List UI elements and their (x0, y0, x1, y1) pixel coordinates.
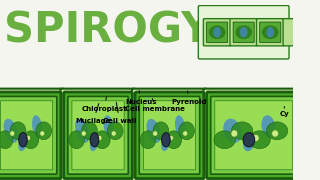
Ellipse shape (4, 119, 18, 143)
FancyBboxPatch shape (135, 92, 204, 179)
Ellipse shape (10, 122, 26, 140)
Ellipse shape (97, 135, 102, 141)
Ellipse shape (235, 25, 252, 39)
Ellipse shape (162, 133, 170, 147)
FancyBboxPatch shape (0, 101, 53, 170)
Text: Chloroplast: Chloroplast (81, 97, 127, 112)
Text: Nucleus: Nucleus (125, 91, 156, 105)
FancyBboxPatch shape (143, 101, 196, 170)
Ellipse shape (231, 122, 253, 140)
Ellipse shape (179, 122, 195, 140)
Ellipse shape (147, 119, 161, 143)
FancyBboxPatch shape (64, 92, 132, 179)
Ellipse shape (94, 131, 110, 149)
Ellipse shape (26, 135, 30, 141)
Ellipse shape (213, 27, 221, 38)
Text: Cell membrane: Cell membrane (125, 99, 185, 112)
Text: SPIROGYRA: SPIROGYRA (4, 10, 276, 52)
Ellipse shape (81, 131, 86, 136)
Ellipse shape (36, 122, 52, 140)
Ellipse shape (140, 131, 156, 149)
Ellipse shape (243, 133, 255, 147)
FancyBboxPatch shape (198, 6, 289, 59)
Ellipse shape (209, 25, 226, 39)
Ellipse shape (18, 134, 28, 151)
Ellipse shape (23, 131, 39, 149)
FancyBboxPatch shape (0, 96, 57, 174)
Ellipse shape (19, 133, 27, 147)
Ellipse shape (82, 122, 97, 140)
Ellipse shape (90, 133, 99, 147)
Ellipse shape (103, 115, 114, 137)
Ellipse shape (0, 131, 13, 149)
Ellipse shape (166, 131, 182, 149)
FancyBboxPatch shape (230, 19, 257, 46)
Ellipse shape (10, 131, 15, 136)
Ellipse shape (168, 135, 173, 141)
FancyBboxPatch shape (204, 89, 304, 180)
Ellipse shape (75, 119, 90, 143)
Ellipse shape (161, 134, 171, 151)
Ellipse shape (175, 115, 186, 137)
FancyBboxPatch shape (283, 19, 300, 46)
Text: Cy: Cy (279, 107, 289, 117)
FancyBboxPatch shape (72, 101, 124, 170)
Ellipse shape (267, 27, 274, 38)
Ellipse shape (261, 115, 275, 137)
Ellipse shape (90, 134, 99, 151)
Ellipse shape (40, 131, 45, 136)
Text: Pyrenoid: Pyrenoid (171, 91, 207, 105)
FancyBboxPatch shape (260, 22, 281, 42)
Ellipse shape (32, 115, 43, 137)
FancyBboxPatch shape (0, 92, 61, 179)
Ellipse shape (240, 27, 248, 38)
Ellipse shape (252, 134, 259, 142)
Text: Cell wall: Cell wall (103, 102, 136, 124)
Ellipse shape (266, 122, 288, 140)
FancyBboxPatch shape (0, 89, 64, 180)
FancyBboxPatch shape (132, 89, 207, 180)
FancyBboxPatch shape (204, 19, 231, 46)
FancyBboxPatch shape (60, 89, 136, 180)
Text: Mucilage: Mucilage (76, 103, 111, 124)
Ellipse shape (249, 131, 270, 149)
Ellipse shape (69, 131, 84, 149)
Ellipse shape (183, 131, 188, 136)
Ellipse shape (223, 119, 242, 143)
FancyBboxPatch shape (257, 19, 284, 46)
FancyBboxPatch shape (68, 96, 128, 174)
Ellipse shape (111, 131, 116, 136)
FancyBboxPatch shape (215, 101, 293, 170)
Ellipse shape (214, 131, 235, 149)
FancyBboxPatch shape (207, 92, 301, 179)
Ellipse shape (107, 122, 123, 140)
Ellipse shape (243, 134, 255, 151)
FancyBboxPatch shape (207, 22, 228, 42)
FancyBboxPatch shape (139, 96, 200, 174)
FancyBboxPatch shape (233, 22, 254, 42)
FancyBboxPatch shape (211, 96, 297, 174)
Ellipse shape (272, 130, 278, 137)
Ellipse shape (153, 122, 169, 140)
Ellipse shape (262, 25, 279, 39)
Ellipse shape (153, 131, 158, 136)
Ellipse shape (231, 130, 238, 137)
